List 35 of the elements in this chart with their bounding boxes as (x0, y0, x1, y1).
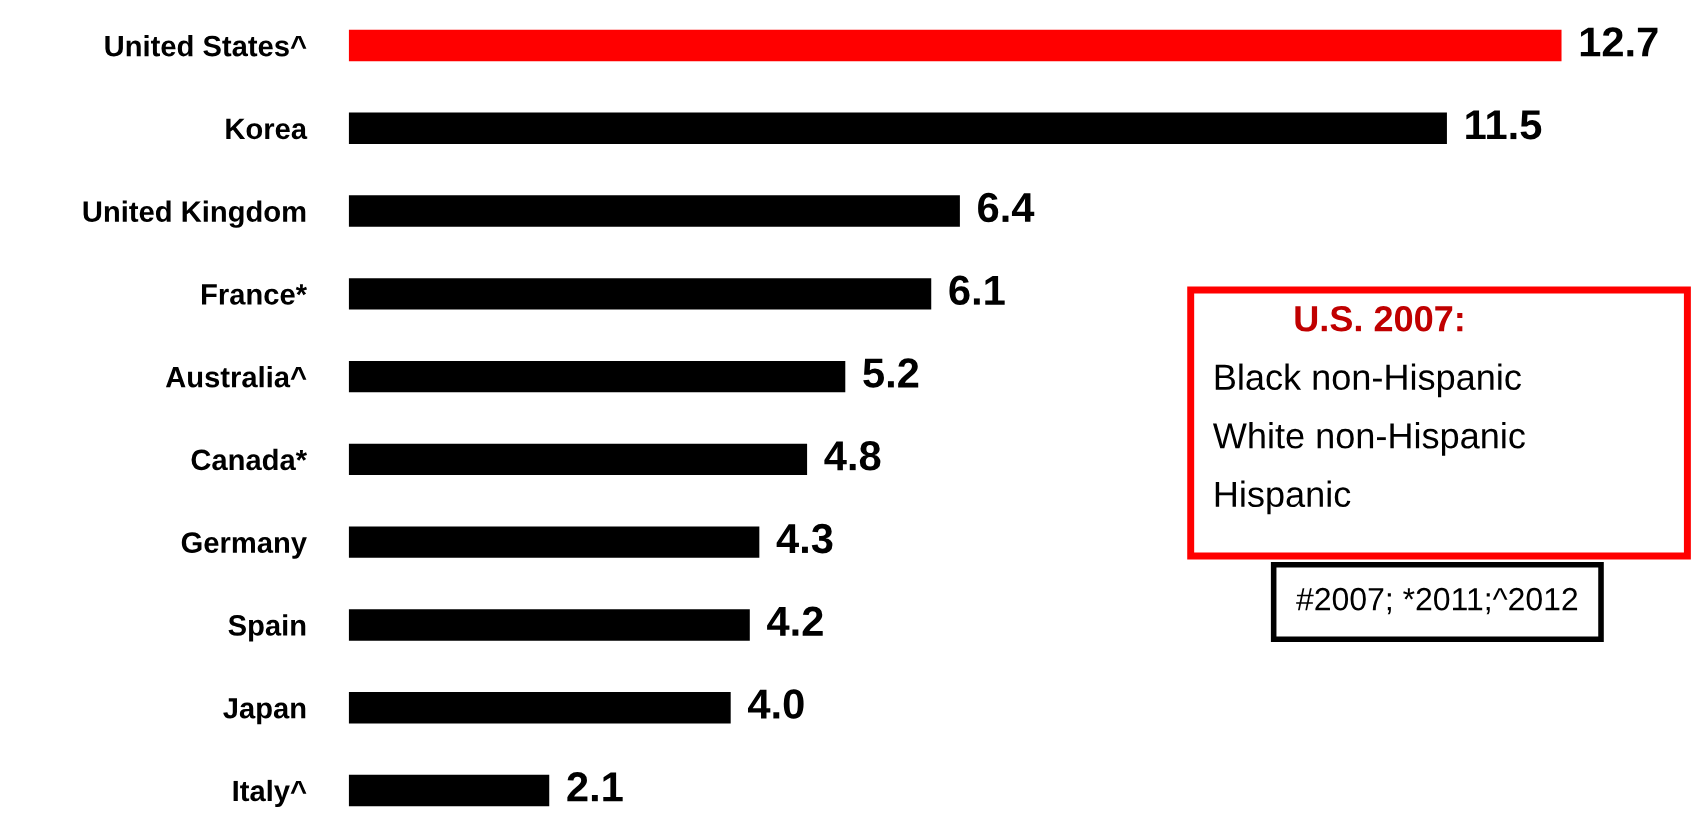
data-label: 12.7 (1580, 27, 1658, 57)
y-tick-label: France* (202, 284, 308, 305)
y-tick-label: Italy^ (233, 779, 307, 808)
data-label: 4.3 (776, 523, 833, 554)
data-label: 2.1 (567, 772, 623, 802)
bar (348, 443, 808, 476)
y-tick-label: Japan (223, 698, 306, 725)
annotation: Black non-Hispanic (1215, 363, 1521, 398)
annotation: U.S. 2007: (1295, 305, 1463, 332)
y-tick-label: Canada* (191, 448, 308, 471)
y-tick-label: United States^ (105, 34, 307, 57)
data-label: 4.0 (747, 689, 804, 719)
data-label: 11.5 (1466, 110, 1542, 140)
annotation: Hispanic (1215, 480, 1351, 515)
y-tick-label: Germany (181, 532, 307, 559)
bar (348, 774, 550, 807)
annotation: #2007; *2011;^2012 (1296, 587, 1578, 615)
bar (348, 112, 1447, 145)
annotation: White non-Hispanic (1212, 422, 1525, 456)
data-label: 4.8 (824, 441, 881, 471)
y-tick-label: Spain (228, 614, 306, 642)
bar (348, 609, 750, 641)
bar (348, 29, 1562, 62)
bar (348, 195, 960, 227)
data-label: 4.2 (767, 606, 823, 636)
data-label: 6.4 (978, 192, 1035, 223)
data-label: 6.1 (949, 275, 1005, 306)
y-tick-label: United Kingdom (83, 200, 306, 228)
bar (348, 278, 932, 310)
y-tick-label: Australia^ (165, 366, 307, 388)
bar (348, 360, 846, 393)
bar (348, 526, 760, 558)
data-label: 5.2 (863, 358, 919, 388)
bar (348, 691, 731, 724)
y-tick-label: Korea (226, 118, 308, 140)
